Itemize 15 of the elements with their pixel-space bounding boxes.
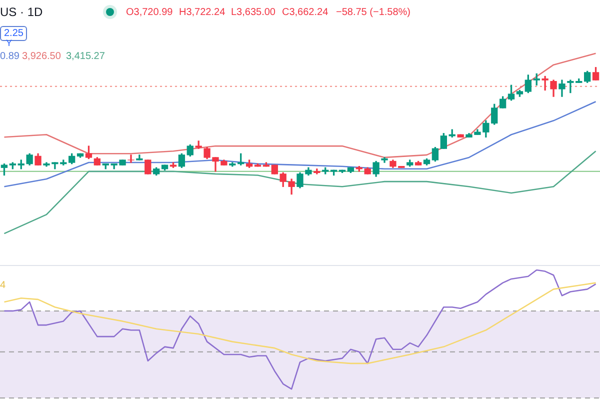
text: H3,722.24 bbox=[179, 7, 226, 19]
text: O3,720.99 bbox=[126, 7, 173, 19]
text: 2.25 bbox=[0, 26, 28, 41]
text: 0.89 bbox=[0, 51, 20, 63]
text: 3,926.50 bbox=[22, 51, 61, 63]
candlestick bbox=[128, 154, 134, 163]
text: C3,662.24 bbox=[282, 7, 328, 19]
candlestick bbox=[457, 134, 464, 138]
candlestick bbox=[271, 164, 278, 174]
annotation: 4 bbox=[0, 280, 6, 292]
text: L3,635.00 bbox=[231, 7, 276, 19]
candlestick bbox=[144, 160, 152, 174]
text: −58.75 (−1.58%) bbox=[336, 7, 410, 19]
text: 3,415.27 bbox=[66, 51, 105, 63]
text: US · 1D bbox=[0, 5, 43, 19]
